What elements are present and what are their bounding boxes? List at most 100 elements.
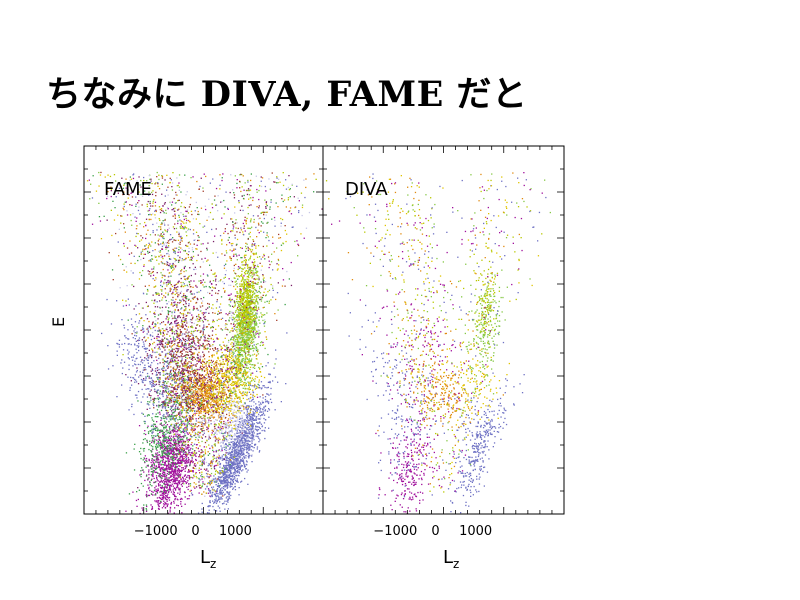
scatter-point bbox=[255, 306, 257, 308]
scatter-point bbox=[252, 408, 254, 410]
scatter-point bbox=[240, 307, 242, 309]
scatter-point bbox=[214, 499, 216, 501]
scatter-point bbox=[194, 383, 196, 385]
scatter-point bbox=[178, 449, 181, 452]
scatter-point bbox=[180, 461, 182, 463]
scatter-point bbox=[153, 435, 155, 437]
scatter-point bbox=[209, 385, 211, 388]
scatter-point bbox=[268, 401, 270, 403]
scatter-point bbox=[177, 460, 179, 462]
scatter-point bbox=[142, 469, 144, 471]
scatter-point bbox=[264, 437, 266, 440]
scatter-point bbox=[151, 440, 153, 442]
scatter-point bbox=[145, 508, 147, 510]
scatter-point bbox=[169, 443, 171, 445]
scatter-point bbox=[164, 445, 166, 448]
scatter-point bbox=[247, 227, 249, 229]
scatter-point bbox=[215, 479, 217, 481]
scatter-point bbox=[199, 411, 201, 413]
scatter-point bbox=[204, 488, 207, 490]
scatter-point bbox=[227, 477, 229, 479]
scatter-point bbox=[147, 425, 149, 427]
scatter-point bbox=[234, 479, 237, 481]
scatter-point bbox=[243, 421, 245, 423]
scatter-point bbox=[168, 496, 171, 499]
scatter-point bbox=[140, 470, 142, 472]
scatter-point bbox=[192, 445, 194, 447]
scatter-point bbox=[183, 475, 186, 477]
scatter-point bbox=[193, 464, 195, 466]
scatter-point bbox=[160, 409, 163, 412]
scatter-point bbox=[179, 470, 181, 472]
scatter-point bbox=[262, 278, 264, 280]
scatter-point bbox=[236, 432, 239, 434]
scatter-point bbox=[248, 391, 251, 393]
scatter-point bbox=[175, 483, 177, 485]
scatter-point bbox=[224, 472, 226, 475]
scatter-point bbox=[197, 392, 199, 394]
scatter-point bbox=[221, 455, 223, 457]
scatter-point bbox=[181, 442, 184, 444]
scatter-point bbox=[187, 423, 189, 425]
scatter-point bbox=[239, 326, 241, 328]
scatter-point bbox=[153, 428, 155, 431]
scatter-point bbox=[171, 430, 173, 432]
scatter-point bbox=[221, 459, 223, 461]
scatter-point bbox=[205, 394, 207, 397]
scatter-point bbox=[205, 391, 207, 393]
scatter-point bbox=[251, 314, 253, 316]
scatter-point bbox=[245, 305, 248, 307]
scatter-point bbox=[169, 481, 171, 484]
scatter-point bbox=[236, 462, 238, 464]
scatter-point bbox=[190, 489, 192, 492]
fame-scatter-points bbox=[86, 171, 323, 515]
scatter-point bbox=[250, 326, 252, 328]
scatter-point bbox=[138, 451, 141, 453]
scatter-point bbox=[157, 446, 159, 448]
scatter-point bbox=[243, 370, 245, 373]
scatter-point bbox=[227, 458, 230, 460]
scatter-point bbox=[247, 343, 249, 345]
scatter-point bbox=[161, 424, 163, 426]
scatter-point bbox=[155, 488, 157, 491]
scatter-point bbox=[164, 489, 166, 492]
scatter-point bbox=[224, 484, 226, 486]
scatter-point bbox=[207, 430, 210, 433]
scatter-point bbox=[197, 390, 199, 392]
scatter-point bbox=[268, 373, 270, 375]
scatter-point bbox=[246, 330, 248, 332]
scatter-point bbox=[252, 428, 254, 430]
scatter-point bbox=[194, 390, 196, 392]
scatter-point bbox=[246, 464, 248, 466]
scatter-point bbox=[238, 300, 240, 303]
scatter-point bbox=[235, 360, 238, 362]
scatter-point bbox=[195, 436, 197, 439]
scatter-point bbox=[198, 450, 200, 452]
scatter-point bbox=[179, 447, 181, 449]
scatter-point bbox=[244, 354, 246, 356]
scatter-point bbox=[255, 267, 257, 270]
scatter-point bbox=[153, 467, 155, 469]
scatter-point bbox=[236, 455, 239, 457]
scatter-point bbox=[231, 376, 233, 378]
scatter-point bbox=[225, 439, 228, 441]
scatter-point bbox=[185, 459, 187, 461]
scatter-point bbox=[267, 402, 270, 405]
scatter-point bbox=[175, 470, 177, 472]
scatter-point bbox=[239, 421, 242, 423]
scatter-point bbox=[161, 451, 164, 453]
scatter-point bbox=[193, 377, 196, 379]
scatter-point bbox=[206, 385, 209, 387]
scatter-point bbox=[170, 464, 172, 466]
scatter-point bbox=[233, 450, 235, 452]
scatter-point bbox=[220, 346, 222, 348]
scatter-point bbox=[180, 480, 182, 482]
scatter-point bbox=[232, 488, 234, 490]
scatter-point bbox=[239, 462, 241, 464]
scatter-point bbox=[167, 436, 169, 438]
scatter-point bbox=[242, 334, 244, 337]
scatter-point bbox=[227, 501, 229, 503]
scatter-point bbox=[236, 430, 238, 432]
scatter-point bbox=[157, 456, 159, 458]
scatter-point bbox=[232, 461, 234, 463]
